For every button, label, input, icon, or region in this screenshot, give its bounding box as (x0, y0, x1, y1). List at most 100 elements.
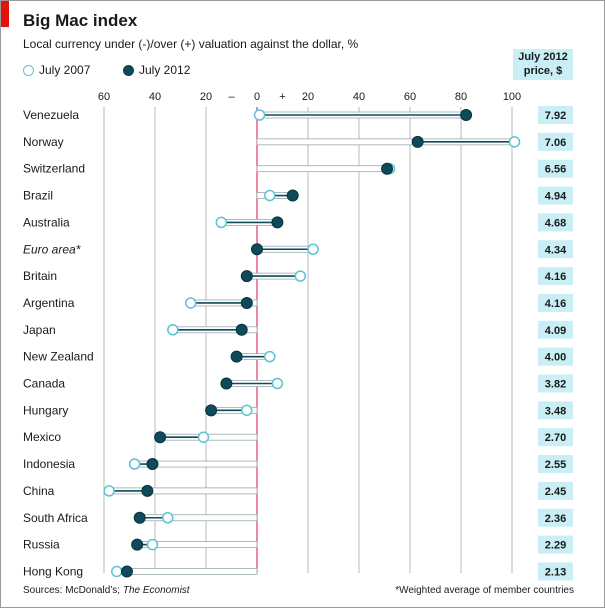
price-value: 7.06 (545, 137, 566, 149)
source-note: Sources: McDonald’s; The Economist (23, 585, 190, 596)
price-value: 4.16 (545, 298, 566, 310)
point-2012 (251, 243, 263, 256)
country-row: New Zealand 4.00 (23, 347, 573, 366)
x-tick-label: 80 (455, 91, 467, 103)
point-2012 (240, 270, 253, 283)
point-2007 (294, 270, 307, 282)
price-cell (538, 535, 573, 554)
price-value: 2.55 (545, 459, 566, 471)
country-label: Japan (23, 323, 56, 337)
price-cell (538, 481, 573, 500)
price-value: 3.48 (545, 405, 566, 417)
point-2012 (235, 323, 248, 336)
price-value: 6.56 (545, 164, 566, 176)
price-value: 2.29 (545, 540, 566, 552)
x-tick-label: 20 (302, 91, 314, 103)
country-row: Hungary 3.48 (23, 401, 573, 420)
red-corner-tag (1, 1, 9, 27)
country-row: Argentina 4.16 (23, 293, 573, 312)
price-value: 4.94 (545, 191, 567, 203)
country-label: Switzerland (23, 162, 85, 176)
point-2007 (271, 377, 284, 390)
country-label: New Zealand (23, 350, 94, 364)
point-2007 (215, 216, 228, 229)
hollow-circle-icon (23, 64, 34, 76)
point-2012 (286, 189, 299, 202)
filled-circle-icon (123, 64, 134, 76)
price-cell (538, 428, 573, 447)
price-value: 3.82 (545, 379, 566, 391)
point-2012 (230, 350, 243, 363)
price-cell (538, 159, 573, 178)
country-label: Russia (23, 538, 60, 552)
country-row: Euro area* 4.34 (23, 240, 573, 259)
country-label: Venezuela (23, 108, 79, 122)
country-label: South Africa (23, 511, 88, 525)
point-2007 (184, 297, 197, 309)
point-2007 (508, 136, 521, 148)
price-cell (538, 267, 573, 286)
point-2007 (241, 404, 253, 417)
country-row: Norway 7.06 (23, 132, 573, 151)
source-prefix: Sources: McDonald’s; (23, 585, 121, 596)
price-value: 4.34 (545, 244, 567, 256)
country-row: Canada 3.82 (23, 374, 573, 393)
point-2012 (205, 404, 218, 417)
price-cell (538, 240, 573, 259)
country-row: Indonesia 2.55 (23, 455, 573, 474)
point-2007 (253, 109, 266, 121)
x-tick-label: + (279, 91, 285, 103)
source-publication: The Economist (122, 585, 190, 596)
price-cell (538, 562, 573, 581)
point-2007 (128, 458, 141, 470)
country-label: China (23, 484, 55, 498)
point-2012 (154, 431, 167, 444)
country-row: South Africa 2.36 (23, 508, 573, 527)
point-2012 (271, 216, 284, 229)
country-label: Brazil (23, 189, 53, 203)
price-cell (538, 293, 573, 312)
point-2007 (103, 485, 115, 497)
country-label: Norway (23, 135, 64, 149)
country-row: Japan 4.09 (23, 320, 573, 339)
price-value: 4.16 (545, 271, 566, 283)
x-tick-label: – (228, 91, 235, 103)
price-cell (538, 106, 573, 124)
x-tick-label: 40 (149, 91, 161, 103)
country-row: Brazil 4.94 (23, 186, 573, 205)
country-label: Canada (23, 377, 65, 391)
point-2007 (111, 565, 123, 578)
country-row: Russia 2.29 (23, 535, 573, 554)
price-cell (538, 401, 573, 420)
point-2007 (264, 350, 276, 363)
point-2012 (220, 377, 233, 390)
country-label: Indonesia (23, 457, 75, 471)
valuation-bar (116, 568, 258, 575)
price-value: 2.45 (545, 486, 566, 498)
price-cell (538, 374, 573, 393)
price-value: 2.36 (545, 513, 566, 525)
legend-item-2007: July 2007 (23, 63, 90, 77)
price-cell (538, 455, 573, 474)
point-2012 (411, 135, 424, 148)
footnote: *Weighted average of member countries (395, 585, 574, 596)
price-value: 7.92 (545, 110, 566, 122)
country-row: Venezuela 7.92 (23, 106, 573, 124)
point-2012 (381, 162, 394, 175)
price-cell (538, 347, 573, 366)
country-label: Argentina (23, 296, 75, 310)
point-2012 (460, 109, 473, 121)
point-2007 (307, 243, 319, 255)
price-cell (538, 186, 573, 205)
country-row: Hong Kong 2.13 (23, 562, 573, 581)
price-cell (538, 320, 573, 339)
x-tick-label: 40 (353, 91, 365, 103)
country-row: China 2.45 (23, 481, 573, 500)
country-row: Britain 4.16 (23, 267, 573, 286)
price-value: 4.09 (545, 325, 566, 337)
point-2012 (146, 458, 159, 471)
x-tick-label: 60 (404, 91, 416, 103)
country-label: Mexico (23, 430, 61, 444)
